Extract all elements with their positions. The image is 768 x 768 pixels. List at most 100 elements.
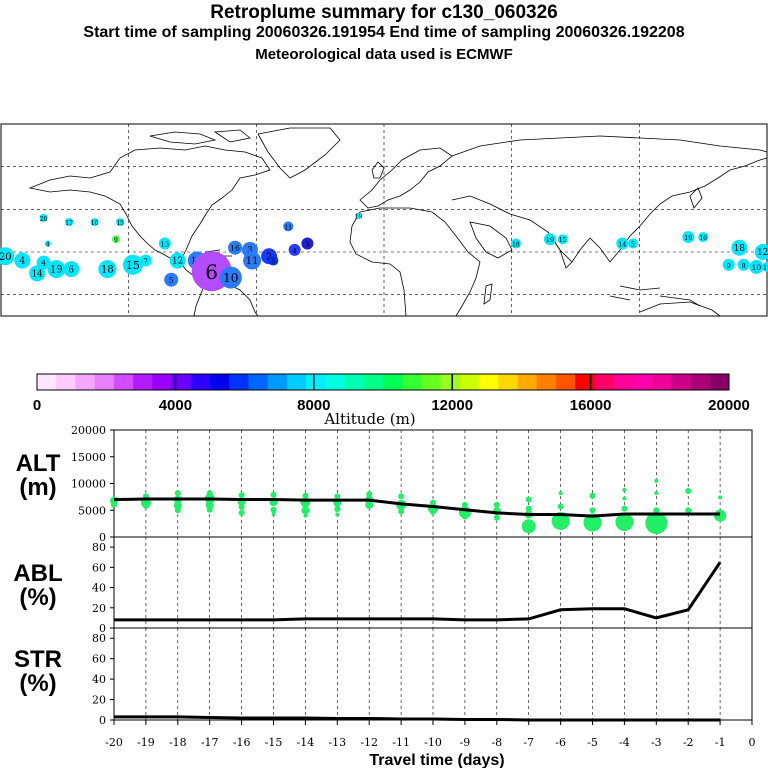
altitude-scatter-point [302,492,309,499]
plume-point-circle [122,254,143,275]
plume-point-label: 4 [46,241,50,248]
plume-point-circle [44,240,51,247]
colorbar-cell [479,374,499,390]
plume-point-circle [283,221,294,232]
plume-point-circle [169,252,186,269]
altitude-colorbar: 0 4000 8000 12000 16000 20000 Altitude (m) [33,373,750,428]
plume-point-circle [111,235,120,244]
plume-point-circle [510,238,521,249]
colorbar-cell [248,374,268,390]
colorbar-cell [383,374,403,390]
plume-point: 3 [301,237,314,250]
plume-point-circle [288,243,301,256]
plume-point-label: 11 [284,224,292,231]
colorbar-cell [690,374,711,390]
altitude-scatter-point [205,500,214,509]
coastline-north-america [28,145,271,263]
colorbar-frame [36,373,730,391]
altitude-scatter-point [174,490,181,497]
str-panel-label: STR (%) [6,648,70,696]
plume-point: 9 [722,258,735,271]
y-tick-label: 40 [92,582,106,595]
y-tick-label: 60 [92,561,106,574]
y-tick-label: 80 [92,632,106,645]
plume-point-circle [268,255,279,266]
world-map: 2044141961815720171615941312514610163112… [0,123,768,317]
colorbar-cell [306,374,326,390]
altitude-scatter-point [334,506,341,513]
plume-point: 10 [219,266,242,289]
colorbar-cell [171,374,192,390]
altitude-scatter-point [142,502,149,509]
plume-point-label: 16 [699,235,707,242]
colorbar-tick-label: 8000 [297,397,330,414]
altitude-scatter-point [366,491,373,498]
altitude-scatter-point [615,513,634,532]
altitude-scatter-point [270,506,277,513]
x-tick-label: 0 [749,736,756,749]
plume-point: 6 [63,261,80,278]
colorbar-cell [94,374,115,390]
altitude-scatter-point [238,492,245,499]
altitude-scatter-point [111,501,117,508]
abl-panel-label: ABL (%) [6,562,70,610]
plume-point: 18 [510,238,521,249]
plume-point: 20 [0,247,15,266]
str-label-line1: STR [14,646,62,673]
x-tick-label: -9 [460,736,471,749]
plume-point: 5 [164,272,179,287]
altitude-scatter-point [685,487,692,494]
panel-abl: 0 20 40 60 80 [92,536,753,635]
plume-point-label: 4 [19,257,25,267]
colorbar-cell [709,374,730,390]
y-tick-label: 5000 [78,504,106,517]
mean-altitude-line [113,497,721,518]
alt-panel-label: ALT (m) [6,452,70,500]
x-tick-label: -18 [169,736,187,749]
x-tick-label: -14 [297,736,315,749]
colorbar-cell [613,374,634,390]
plume-point-label: 4 [293,247,297,255]
plume-point-circle [737,258,750,271]
plume-point: 11 [243,251,262,270]
plume-point-label: 17 [65,220,73,227]
altitude-scatter-point [238,504,245,511]
plume-point: 12 [169,252,186,269]
colorbar-cell [152,374,172,390]
x-tick-label: -1 [715,736,726,749]
x-tick-label: -13 [328,736,346,749]
plume-point-circle [749,259,764,274]
colorbar-cell [402,374,422,390]
plume-point-label: 3 [247,246,253,256]
plume-point-label: 8 [741,262,745,270]
plume-point-label: 18 [101,265,114,276]
x-tick-label: -4 [619,736,630,749]
colorbar-tick-label: 16000 [570,397,612,414]
altitude-scatter-point [270,491,277,498]
colorbar-cell [459,374,480,390]
altitude-scatter-point [301,506,310,515]
plume-point-label: 11 [763,265,768,272]
altitude-scatter-point [271,511,276,516]
colorbar-cell [671,374,691,390]
colorbar-label: Altitude (m) [323,410,415,428]
altitude-scatter-point [685,507,692,514]
plume-point: 12 [754,244,768,260]
plume-point-label: 15 [559,237,567,244]
altitude-scatter-point [238,509,245,516]
y-tick-label: 20000 [71,424,106,437]
plume-point-label: 5 [631,241,635,248]
altitude-scatter-point [398,493,405,500]
plume-point-circle [762,261,768,272]
plume-point: 7 [139,254,152,267]
plume-point-circle [90,218,99,227]
altitude-scatter-point [335,512,340,517]
coastline-africa [349,207,481,317]
plume-point: 4 [14,252,31,269]
y-tick-label: 20 [92,694,106,707]
altitude-scatter-point [551,511,570,530]
coastline-arabia [469,221,513,259]
altitude-scatter-point [173,501,182,510]
colorbar-tick-label: 0 [33,397,41,414]
